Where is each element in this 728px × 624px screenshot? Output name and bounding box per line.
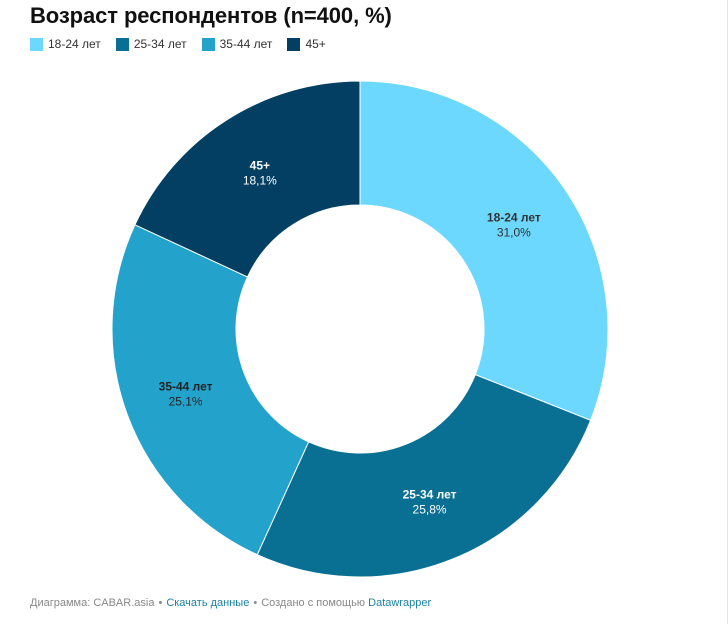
donut-slice-45-plus xyxy=(134,80,361,278)
donut-slice-18-24 xyxy=(359,80,609,421)
chart-legend: 18-24 лет 25-34 лет 35-44 лет 45+ xyxy=(30,37,341,51)
legend-label: 45+ xyxy=(305,37,326,51)
slice-category-label: 35-44 лет xyxy=(159,380,213,394)
slice-label-45-plus: 45+18,1% xyxy=(243,158,277,187)
legend-label: 18-24 лет xyxy=(48,37,101,51)
slice-value-label: 25,8% xyxy=(413,503,447,517)
slice-category-label: 45+ xyxy=(250,158,270,172)
datawrapper-link[interactable]: Datawrapper xyxy=(368,597,432,609)
legend-item-18-24: 18-24 лет xyxy=(30,37,101,51)
legend-item-35-44: 35-44 лет xyxy=(201,37,273,51)
chart-footer: Диаграмма: CABAR.asia • Скачать данные • Соз… xyxy=(30,597,431,609)
legend-swatch xyxy=(115,37,129,51)
chart-title: Возраст респондентов (n=400, %) xyxy=(30,3,392,28)
footer-made-with: Создано с помощью xyxy=(261,597,366,609)
slice-category-label: 25-34 лет xyxy=(403,488,457,502)
legend-label: 35-44 лет xyxy=(219,37,273,51)
footer-separator: • xyxy=(253,597,258,609)
legend-swatch xyxy=(201,37,215,51)
download-data-link[interactable]: Скачать данные xyxy=(166,597,250,609)
legend-swatch xyxy=(30,37,43,51)
slice-value-label: 31,0% xyxy=(497,225,531,239)
footer-separator: • xyxy=(158,597,163,609)
legend-swatch xyxy=(287,37,301,51)
donut-slice-35-44 xyxy=(111,224,310,556)
slice-category-label: 18-24 лет xyxy=(487,210,541,224)
legend-item-45-plus: 45+ xyxy=(287,37,326,51)
slice-value-label: 25,1% xyxy=(169,395,203,409)
donut-slice-25-34 xyxy=(256,373,592,578)
legend-label: 25-34 лет xyxy=(133,37,187,51)
footer-source: Диаграмма: CABAR.asia xyxy=(30,597,155,609)
slice-value-label: 18,1% xyxy=(243,173,277,187)
legend-item-25-34: 25-34 лет xyxy=(115,37,187,51)
